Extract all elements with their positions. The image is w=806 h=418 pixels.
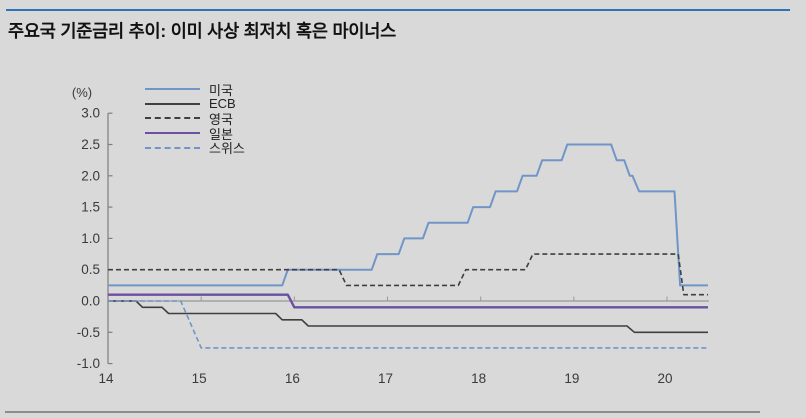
legend-label-swiss: 스위스	[209, 141, 245, 157]
series-line-us	[108, 143, 708, 287]
y-axis-tick-label: -0.5	[77, 325, 100, 340]
x-axis-tick-label: 15	[192, 371, 207, 386]
legend-label-ecb: ECB	[209, 96, 236, 112]
y-axis-tick-label: 0.5	[81, 262, 100, 277]
y-axis-tick-label: 0.0	[81, 294, 100, 309]
title-top-rule	[6, 9, 790, 11]
x-axis-tick-label: 20	[658, 371, 673, 386]
x-axis-tick-label: 14	[98, 371, 114, 386]
x-axis-tick-label: 16	[285, 371, 300, 386]
legend-line-swiss	[145, 146, 200, 149]
legend-label-us: 미국	[209, 82, 233, 98]
legend-line-ecb	[145, 102, 200, 105]
series-line-swiss	[108, 300, 708, 349]
y-axis-unit-label: (%)	[72, 85, 92, 100]
legend-label-uk: 영국	[209, 111, 233, 127]
y-axis-tick-label: 2.0	[81, 168, 100, 183]
y-axis-tick-label: 1.5	[81, 200, 100, 215]
page-title: 주요국 기준금리 추이: 이미 사상 최저치 혹은 마이너스	[8, 21, 397, 41]
legend-line-japan	[145, 132, 200, 135]
y-axis-tick-label: 1.0	[81, 231, 100, 246]
legend-item-swiss: 스위스	[145, 140, 245, 157]
legend-line-uk	[145, 117, 200, 120]
legend-item-uk: 영국	[145, 111, 245, 127]
y-axis-tick-label: 2.5	[81, 137, 100, 152]
legend-line-us	[145, 88, 200, 91]
x-axis-tick-label: 19	[564, 371, 579, 386]
footer-rule	[5, 411, 760, 413]
legend-item-us: 미국	[145, 82, 245, 98]
y-axis-tick-label: -1.0	[77, 356, 100, 371]
legend-item-japan: 일본	[145, 126, 245, 142]
chart-legend: 미국 ECB 영국 일본 스위스	[145, 82, 245, 157]
legend-item-ecb: ECB	[145, 96, 245, 112]
series-line-ecb	[108, 300, 708, 334]
legend-label-japan: 일본	[209, 126, 233, 142]
series-line-uk	[108, 253, 708, 296]
series-line-japan	[108, 293, 708, 309]
y-axis-tick-label: 3.0	[81, 106, 100, 121]
x-axis-tick-label: 17	[378, 371, 393, 386]
x-axis-tick-label: 18	[471, 371, 486, 386]
